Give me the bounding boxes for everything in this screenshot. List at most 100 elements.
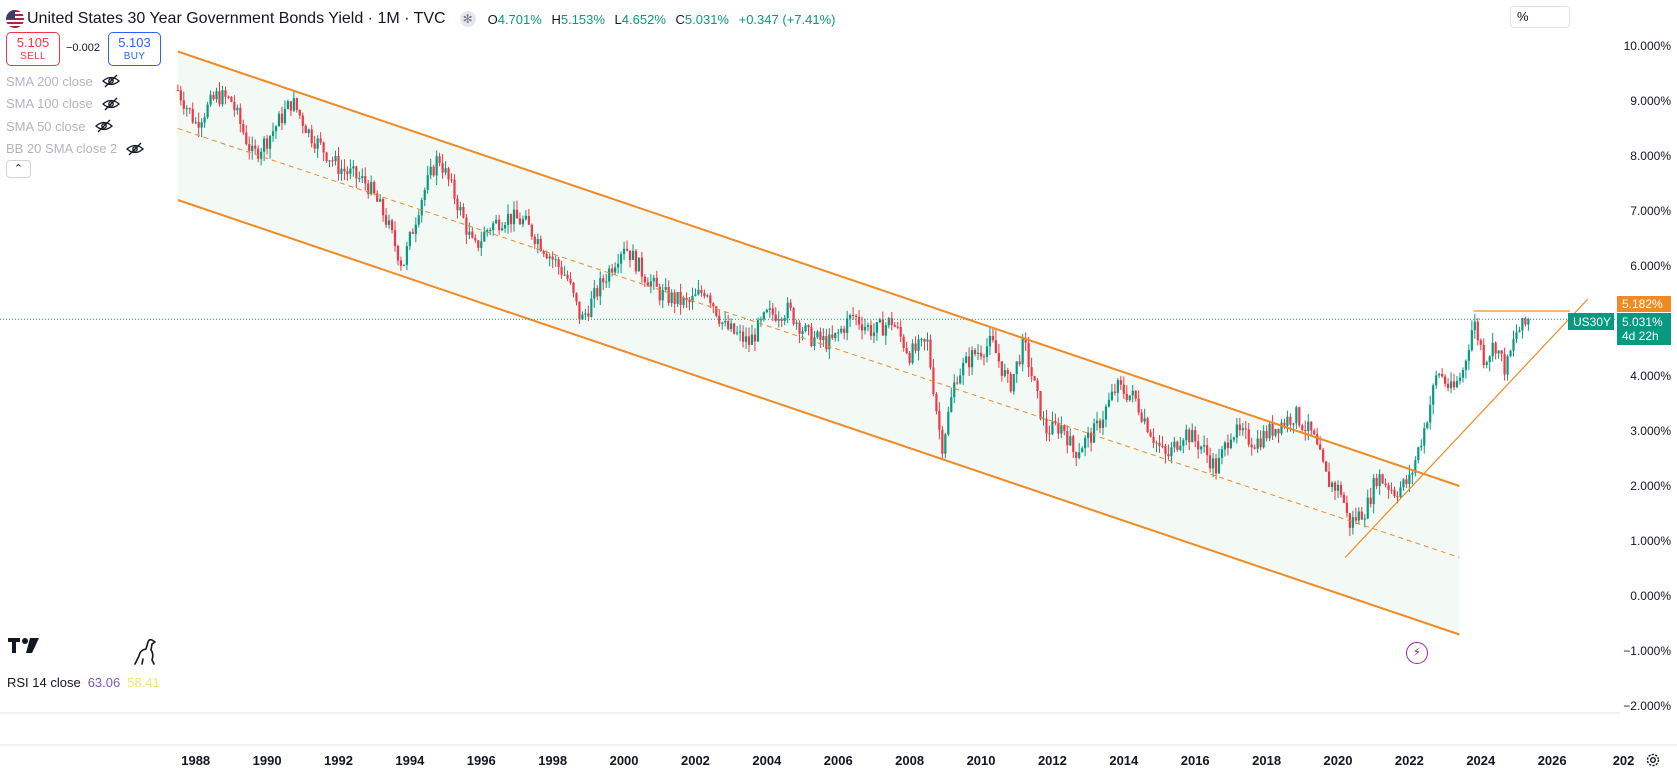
candle [1188, 427, 1191, 451]
candle [1339, 481, 1343, 498]
tradingview-logo-icon[interactable] [8, 636, 40, 654]
candle [200, 118, 203, 138]
candle [1125, 385, 1128, 403]
support-trendline-line[interactable] [1344, 298, 1589, 558]
eye-off-icon[interactable] [101, 97, 121, 111]
candle [1131, 384, 1134, 403]
candle [1524, 316, 1527, 327]
candle [956, 376, 959, 385]
candle [1164, 443, 1167, 464]
candle [1036, 378, 1039, 399]
candle [212, 91, 215, 101]
candle [340, 159, 343, 181]
candle [991, 328, 995, 343]
candle [1214, 453, 1218, 480]
trend-drawings[interactable] [177, 50, 1589, 636]
candle [1429, 395, 1432, 430]
candle [1170, 441, 1173, 464]
candle [346, 166, 349, 181]
market-status-icon[interactable]: ✻ [459, 11, 476, 27]
rsi-legend[interactable]: RSI 14 close 63.06 58.41 [7, 672, 160, 692]
candle [447, 166, 450, 187]
candle [390, 218, 394, 234]
candle [313, 135, 316, 154]
candle [658, 283, 661, 306]
candle [593, 280, 596, 308]
channel-mid-line[interactable] [177, 128, 1460, 558]
candle [1250, 437, 1253, 456]
candle [438, 152, 441, 167]
candle [792, 306, 795, 326]
symbol-title[interactable]: United States 30 Year Government Bonds Y… [27, 10, 446, 27]
candle [762, 311, 765, 322]
candle [1000, 361, 1003, 382]
sell-button[interactable]: 5.105 SELL [6, 32, 60, 66]
candle [602, 274, 605, 291]
dinosaur-icon[interactable] [132, 638, 158, 666]
candle [271, 122, 275, 142]
scale-mode-button[interactable]: % [1510, 6, 1570, 28]
candle [1206, 437, 1209, 464]
candle [756, 317, 760, 342]
candle [840, 325, 843, 334]
candle [1518, 326, 1521, 333]
candle [846, 310, 849, 341]
candle [506, 204, 510, 234]
eye-off-icon[interactable] [101, 74, 121, 88]
candle [1274, 428, 1277, 438]
candle [926, 332, 929, 351]
candle [1122, 376, 1125, 399]
candle [1066, 425, 1069, 454]
candle [1443, 373, 1447, 388]
candle [1292, 422, 1295, 434]
x-tick-label: 2008 [895, 753, 924, 768]
collapse-legend-button[interactable]: ⌃ [6, 160, 31, 178]
eye-off-icon[interactable] [94, 119, 114, 133]
lightning-icon[interactable]: ⚡ [1406, 642, 1428, 664]
candle [352, 160, 355, 177]
candle [724, 311, 727, 327]
candle [706, 293, 709, 298]
candle [495, 214, 498, 225]
indicator-sma-100[interactable]: SMA 100 close [6, 93, 145, 116]
channel-upper-line[interactable] [177, 50, 1460, 487]
rsi-label: RSI 14 close [7, 674, 81, 690]
candle [405, 241, 409, 271]
candle [878, 317, 881, 324]
y-tick-label: 10.000% [1624, 39, 1672, 53]
candle [1464, 359, 1468, 379]
time-axis[interactable]: 1988 1990 1992 1994 1996 1998 2000 2002 2004 2006… [181, 753, 1634, 768]
candle [804, 323, 807, 333]
price-axis[interactable]: 10.000%9.000%8.000%7.000%6.000%5.000%4.0… [1623, 39, 1671, 713]
candle [209, 90, 212, 107]
indicator-sma-50[interactable]: SMA 50 close [6, 115, 145, 138]
candle [914, 336, 917, 354]
candle [1363, 514, 1366, 528]
indicator-sma-200[interactable]: SMA 200 close [6, 70, 145, 93]
candle [694, 288, 697, 297]
candle [1354, 507, 1357, 525]
candle [1226, 434, 1230, 456]
candle [242, 119, 245, 136]
channel-lower-line[interactable] [177, 199, 1460, 636]
candle [795, 319, 798, 330]
candle [765, 308, 768, 314]
candle [254, 139, 257, 155]
candle [215, 87, 218, 103]
indicator-bb-20[interactable]: BB 20 SMA close 2 [6, 138, 145, 161]
candle [917, 334, 920, 361]
candle [902, 334, 905, 352]
candle [614, 262, 617, 275]
candle [429, 158, 432, 180]
gear-icon[interactable] [1645, 752, 1661, 768]
candle [1021, 334, 1024, 372]
buy-button[interactable]: 5.103 BUY [108, 32, 161, 66]
candle [1310, 421, 1313, 436]
open-label: O [487, 11, 498, 27]
eye-off-icon[interactable] [125, 142, 145, 156]
candle [1015, 361, 1018, 383]
candle [1223, 440, 1227, 457]
candle [423, 187, 426, 207]
buy-label: BUY [123, 51, 146, 62]
